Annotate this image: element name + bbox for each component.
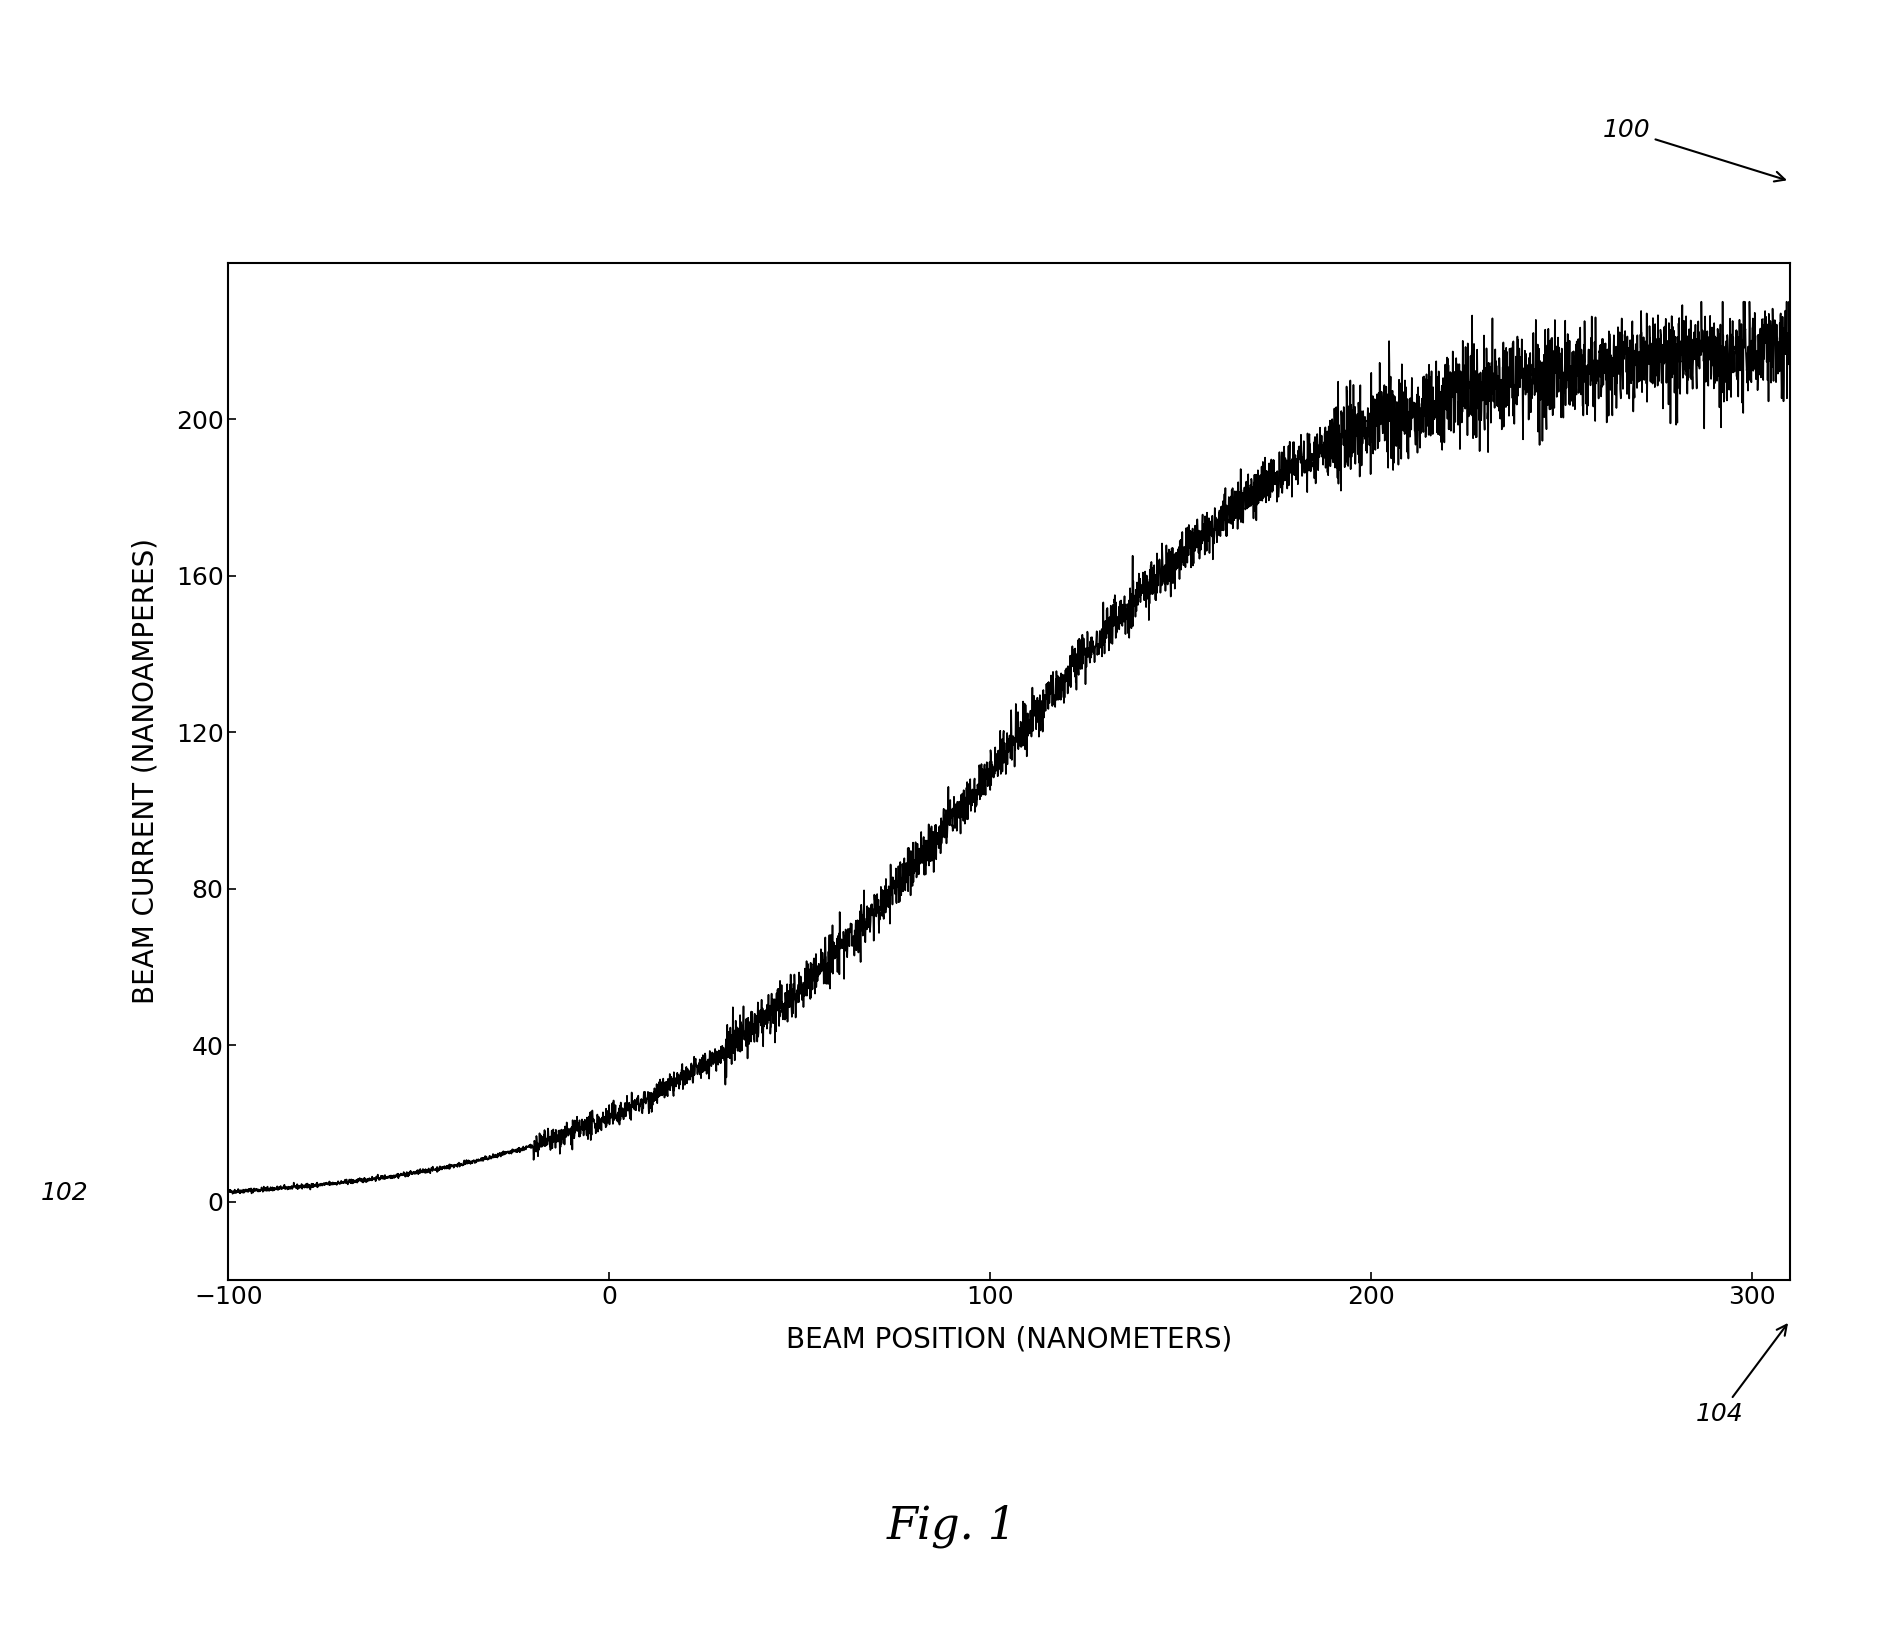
Text: Fig. 1: Fig. 1 [887, 1505, 1017, 1547]
Y-axis label: BEAM CURRENT (NANOAMPERES): BEAM CURRENT (NANOAMPERES) [131, 538, 160, 1004]
Text: 104: 104 [1696, 1324, 1786, 1426]
X-axis label: BEAM POSITION (NANOMETERS): BEAM POSITION (NANOMETERS) [786, 1326, 1232, 1354]
Text: 100: 100 [1603, 118, 1784, 182]
Text: 102: 102 [40, 1182, 88, 1206]
